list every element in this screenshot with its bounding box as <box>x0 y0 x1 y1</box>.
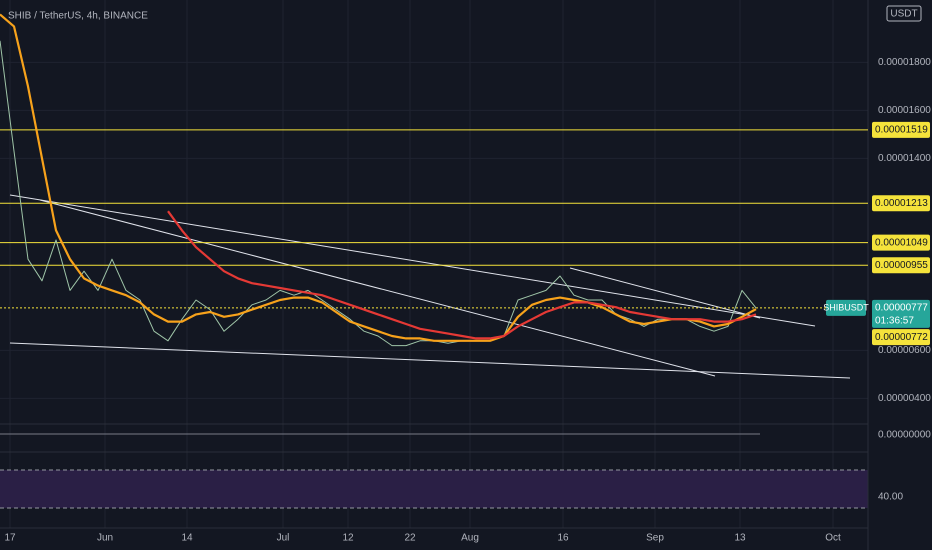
rsi-label: 40.00 <box>878 492 903 503</box>
levels: 0.00001519 0.00001213 0.00001049 0.00000955 <box>0 121 930 309</box>
y-tick-label: 0.00001600 <box>878 105 931 116</box>
last-price-label: 0.00000777 <box>875 303 928 314</box>
currency: USDT <box>890 9 917 20</box>
grid <box>0 0 868 528</box>
x-tick-label: Sep <box>646 533 664 544</box>
level-box <box>872 234 930 251</box>
x-tick-label: 12 <box>342 533 354 544</box>
x-tick-label: 22 <box>404 533 416 544</box>
x-tick-label: 13 <box>734 533 746 544</box>
x-tick-label: Oct <box>825 533 841 544</box>
ma-price-box <box>872 329 930 346</box>
y-tick-label: 0.00001400 <box>878 153 931 164</box>
level-box <box>872 257 930 274</box>
level-label: 0.00000955 <box>875 260 928 271</box>
x-tick-label: Aug <box>461 533 479 544</box>
level-box <box>872 121 930 138</box>
x-tick-label: 16 <box>557 533 569 544</box>
trend-line <box>39 199 716 377</box>
level-box <box>872 195 930 212</box>
macd-label: 0.00000000 <box>878 430 931 441</box>
rsi-band <box>0 470 868 508</box>
chart-title: SHIB / TetherUS, 4h, BINANCE <box>8 11 148 22</box>
y-tick-label: 0.00001800 <box>878 57 931 68</box>
series-line <box>167 210 757 340</box>
x-tick-label: Jun <box>97 533 113 544</box>
level-label: 0.00001213 <box>875 198 928 209</box>
y-tick-label: 0.00000400 <box>878 393 931 404</box>
trend-line <box>9 342 851 379</box>
x-tick-label: Jul <box>277 533 290 544</box>
level-label: 0.00001519 <box>875 124 928 135</box>
y-tick-label: 0.00000600 <box>878 345 931 356</box>
level-label: 0.00001049 <box>875 237 928 248</box>
trend-line <box>9 194 816 327</box>
last-price-box <box>872 299 930 328</box>
trend-line <box>569 267 761 319</box>
x-tick-label: 17 <box>4 533 16 544</box>
x-tick-label: 14 <box>181 533 193 544</box>
ma-price-label: 0.00000772 <box>875 332 928 343</box>
currency-box <box>886 5 922 22</box>
lines <box>0 13 757 347</box>
symbol-box <box>826 299 866 316</box>
symbol-label: SHIBUSDT <box>823 302 869 312</box>
series-line <box>0 13 757 342</box>
countdown: 01:36:57 <box>875 316 914 327</box>
series-line <box>0 40 757 347</box>
